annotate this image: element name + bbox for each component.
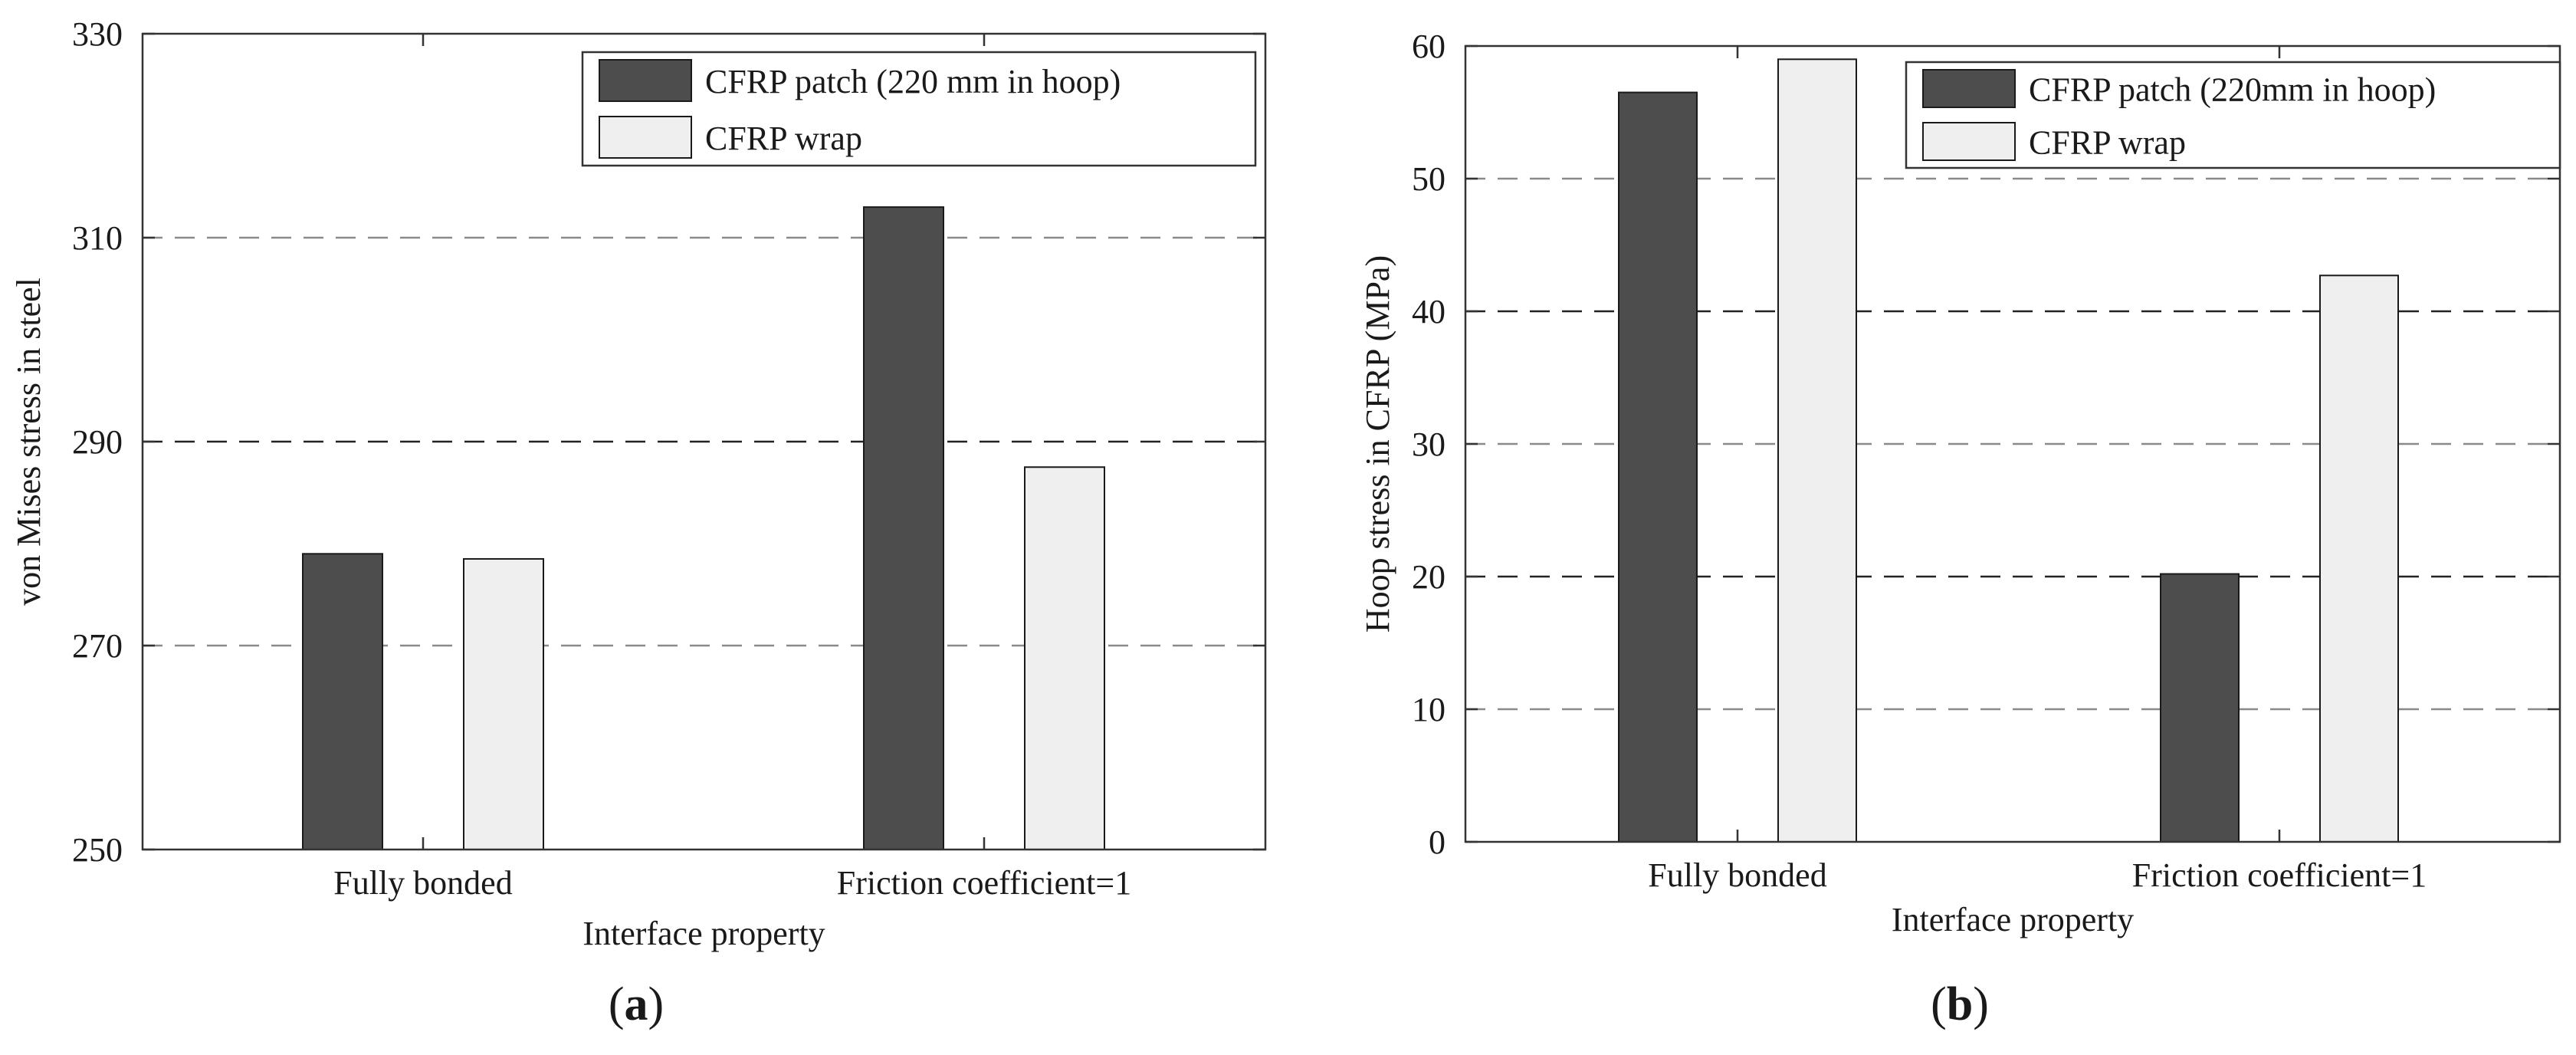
panel-a-caption: (a) bbox=[609, 978, 664, 1030]
y-tick-label: 30 bbox=[1412, 426, 1446, 463]
panel-b-x-tick-label: Fully bonded bbox=[1648, 856, 1826, 894]
panel-a-legend-label-patch: CFRP patch (220 mm in hoop) bbox=[705, 63, 1121, 100]
y-tick-label: 290 bbox=[72, 423, 123, 461]
y-tick-label: 60 bbox=[1412, 28, 1446, 65]
bar-cfrp-wrap bbox=[1777, 58, 1857, 843]
panel-b-legend-swatch-patch bbox=[1922, 69, 2016, 108]
panel-b-chart: 0 10 20 30 40 50 60 Fully bonded Friction coef… bbox=[1359, 28, 2561, 1030]
panel-b-caption-letter: b bbox=[1947, 978, 1973, 1030]
y-tick-label: 20 bbox=[1412, 558, 1446, 596]
panel-b-legend-swatch-wrap bbox=[1922, 122, 2016, 161]
panel-a-legend-label-wrap: CFRP wrap bbox=[705, 120, 862, 157]
y-tick-label: 0 bbox=[1429, 823, 1446, 861]
panel-a-legend-swatch-wrap bbox=[599, 116, 692, 159]
panel-a-x-tick-label: Fully bonded bbox=[333, 864, 512, 902]
panel-a-x-tick-label: Friction coefficient=1 bbox=[837, 864, 1131, 902]
y-tick-label: 330 bbox=[72, 15, 123, 53]
panel-b-legend-label-wrap: CFRP wrap bbox=[2029, 124, 2186, 162]
bar-cfrp-patch bbox=[2160, 573, 2240, 843]
panel-a-caption-letter: a bbox=[625, 978, 648, 1030]
panel-b-x-ticks: Fully bonded Friction coefficient=1 bbox=[1648, 46, 2427, 894]
panel-b-legend: CFRP patch (220mm in hoop) CFRP wrap bbox=[1905, 61, 2561, 169]
panel-a-chart: 250 270 290 310 330 Fully bonded Friction co… bbox=[10, 15, 1267, 1030]
panel-a-legend: CFRP patch (220 mm in hoop) CFRP wrap bbox=[581, 51, 1257, 167]
panel-a-legend-box bbox=[581, 51, 1257, 167]
y-tick-label: 40 bbox=[1412, 293, 1446, 330]
panel-a-bars bbox=[302, 206, 1105, 851]
panel-b-bars bbox=[1618, 58, 2399, 843]
y-tick-label: 250 bbox=[72, 831, 123, 869]
y-tick-label: 50 bbox=[1412, 160, 1446, 198]
bar-cfrp-patch bbox=[302, 553, 383, 850]
bar-cfrp-wrap bbox=[2319, 274, 2399, 843]
panel-a-x-axis-label: Interface property bbox=[582, 915, 825, 952]
panel-a-legend-swatch-patch bbox=[599, 59, 692, 102]
panel-b-y-ticks: 0 10 20 30 40 50 60 bbox=[1412, 28, 2560, 861]
panel-b-legend-label-patch: CFRP patch (220mm in hoop) bbox=[2029, 71, 2436, 109]
bar-cfrp-wrap bbox=[1024, 466, 1105, 850]
panel-b-caption: (b) bbox=[1931, 978, 1989, 1030]
bar-cfrp-wrap bbox=[463, 557, 544, 850]
y-tick-label: 270 bbox=[72, 627, 123, 665]
panel-b-x-axis-label: Interface property bbox=[1892, 901, 2134, 938]
bar-cfrp-patch bbox=[863, 206, 944, 851]
panel-a-x-ticks: Fully bonded Friction coefficient=1 bbox=[333, 34, 1131, 902]
panel-a-y-ticks: 250 270 290 310 330 bbox=[72, 15, 1265, 869]
y-tick-label: 10 bbox=[1412, 691, 1446, 728]
panel-b-x-tick-label: Friction coefficient=1 bbox=[2132, 856, 2427, 894]
bar-cfrp-patch bbox=[1618, 91, 1698, 843]
panel-b-y-axis-label: Hoop stress in CFRP (MPa) bbox=[1359, 255, 1396, 633]
y-tick-label: 310 bbox=[72, 219, 123, 257]
panel-a-y-axis-label: von Mises stress in steel bbox=[10, 278, 48, 606]
